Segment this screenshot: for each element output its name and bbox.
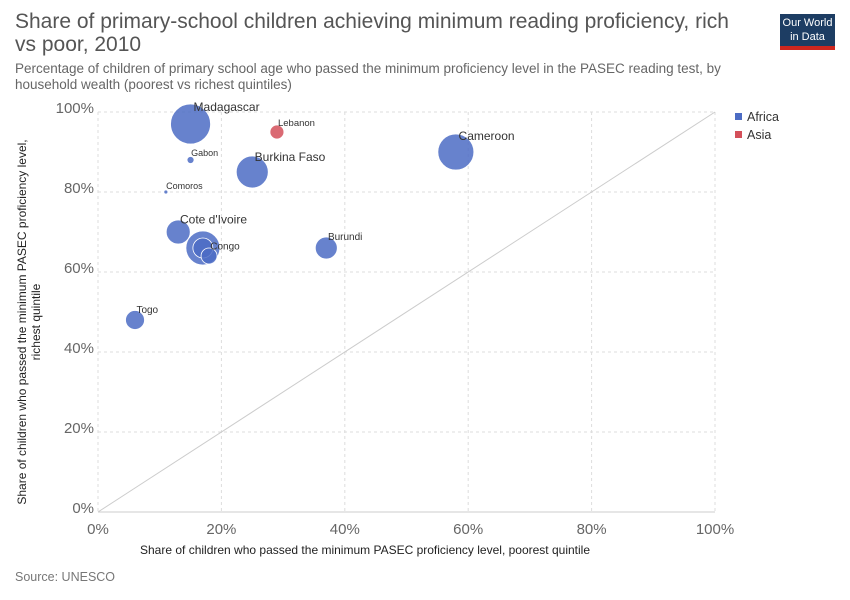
point-comoros[interactable]	[163, 189, 169, 195]
legend-swatch	[735, 131, 742, 138]
owid-logo[interactable]: Our World in Data	[780, 14, 835, 50]
scatter-chart: 0% 20% 40% 60% 80% 100% 0% 20% 40% 60% 80% 100% Mad…	[15, 100, 779, 557]
y-tick-label: 40%	[64, 340, 94, 357]
point-label: Congo	[210, 242, 240, 253]
point-labels: Madagascar Lebanon Gabon Comoros Burkina Fas…	[136, 100, 514, 316]
legend-label: Africa	[747, 110, 779, 124]
x-tick-label: 60%	[453, 521, 483, 538]
chart-title: Share of primary-school children achievi…	[15, 10, 729, 56]
reference-line-y-equals-x	[97, 111, 716, 513]
source-note: Source: UNESCO	[15, 570, 116, 584]
point-label: Lebanon	[278, 118, 315, 129]
point-burkina-faso[interactable]	[235, 155, 269, 189]
tick-labels: 0% 20% 40% 60% 80% 100% 0% 20% 40% 60% 80% 100%	[56, 100, 735, 538]
point-label: Cote d'Ivoire	[180, 212, 247, 226]
point-madagascar[interactable]	[170, 103, 211, 145]
y-tick-label: 0%	[72, 500, 94, 517]
chart-subtitle: Percentage of children of primary school…	[15, 61, 721, 92]
point-label: Gabon	[191, 148, 218, 158]
y-axis-title-line-2: richest quintile	[29, 283, 43, 360]
y-tick-label: 100%	[56, 100, 94, 117]
logo-line-1: Our World	[782, 17, 833, 29]
x-tick-label: 100%	[696, 521, 734, 538]
logo-line-2: in Data	[790, 31, 825, 43]
point-gabon[interactable]	[186, 156, 195, 164]
y-tick-label: 80%	[64, 180, 94, 197]
x-tick-label: 0%	[87, 521, 109, 538]
point-burundi[interactable]	[314, 236, 338, 260]
legend-label: Asia	[747, 128, 771, 142]
point-label: Madagascar	[194, 100, 260, 114]
legend-swatch	[735, 113, 742, 120]
point-togo[interactable]	[125, 310, 145, 330]
point-congo[interactable]	[200, 247, 218, 265]
x-axis-title: Share of children who passed the minimum…	[140, 543, 590, 557]
point-label: Burundi	[328, 232, 362, 243]
x-tick-label: 80%	[577, 521, 607, 538]
y-tick-label: 20%	[64, 420, 94, 437]
grid-lines	[97, 111, 716, 513]
point-cote-d-ivoire[interactable]	[165, 219, 191, 245]
point-label: Togo	[136, 305, 158, 316]
point-label: Cameroon	[459, 129, 515, 143]
point-label: Comoros	[166, 181, 203, 191]
y-tick-label: 60%	[64, 260, 94, 277]
x-tick-label: 40%	[330, 521, 360, 538]
data-points	[125, 103, 475, 330]
point-label: Burkina Faso	[255, 150, 326, 164]
legend: Africa Asia	[735, 110, 779, 142]
x-tick-label: 20%	[206, 521, 236, 538]
y-axis-title-line-1: Share of children who passed the minimum…	[15, 139, 29, 504]
point-cameroon[interactable]	[437, 133, 475, 171]
point-lebanon[interactable]	[269, 124, 285, 140]
